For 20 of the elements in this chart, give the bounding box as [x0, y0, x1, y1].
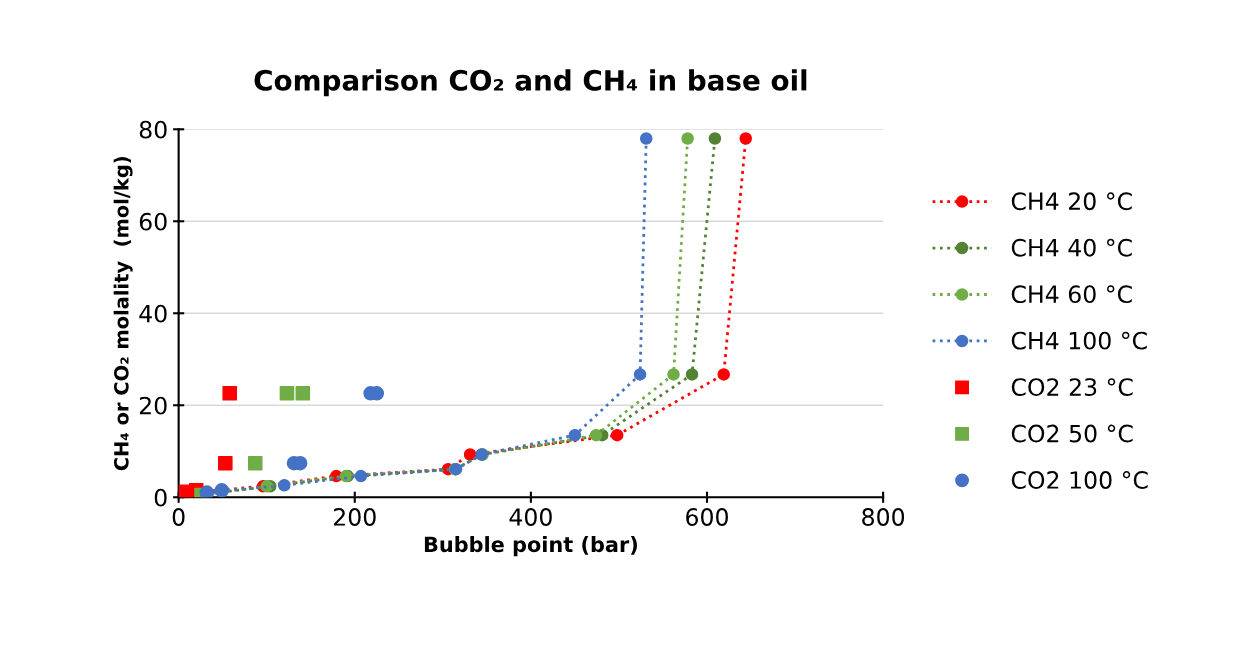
legend-label: CH4 100 °C	[1011, 331, 1147, 350]
legend-label: CH4 20 °C	[1011, 192, 1132, 211]
y-tick-label: 60	[139, 212, 167, 231]
legend-label: CH4 60 °C	[1011, 285, 1132, 304]
x-tick-label: 0	[172, 508, 185, 526]
x-axis-title: Bubble point (bar)	[424, 536, 637, 557]
chart-title: Comparison CO₂ and CH₄ in base oil	[254, 69, 807, 97]
y-tick-label: 0	[154, 488, 167, 507]
legend-label: CO2 23 °C	[1011, 378, 1133, 397]
y-tick-label: 40	[139, 304, 167, 323]
x-tick-label: 200	[333, 508, 376, 526]
x-tick-label: 800	[862, 508, 905, 526]
legend-label: CO2 100 °C	[1011, 471, 1148, 489]
legend-label: CO2 50 °C	[1011, 424, 1133, 443]
y-tick-label: 80	[139, 120, 167, 139]
x-tick-label: 400	[509, 508, 552, 526]
legend-label: CH4 40 °C	[1011, 238, 1132, 257]
y-axis-title: CH₄ or CO₂ molality (mol/kg)	[113, 157, 133, 471]
x-tick-label: 600	[686, 508, 728, 526]
y-tick-label: 20	[139, 396, 167, 415]
